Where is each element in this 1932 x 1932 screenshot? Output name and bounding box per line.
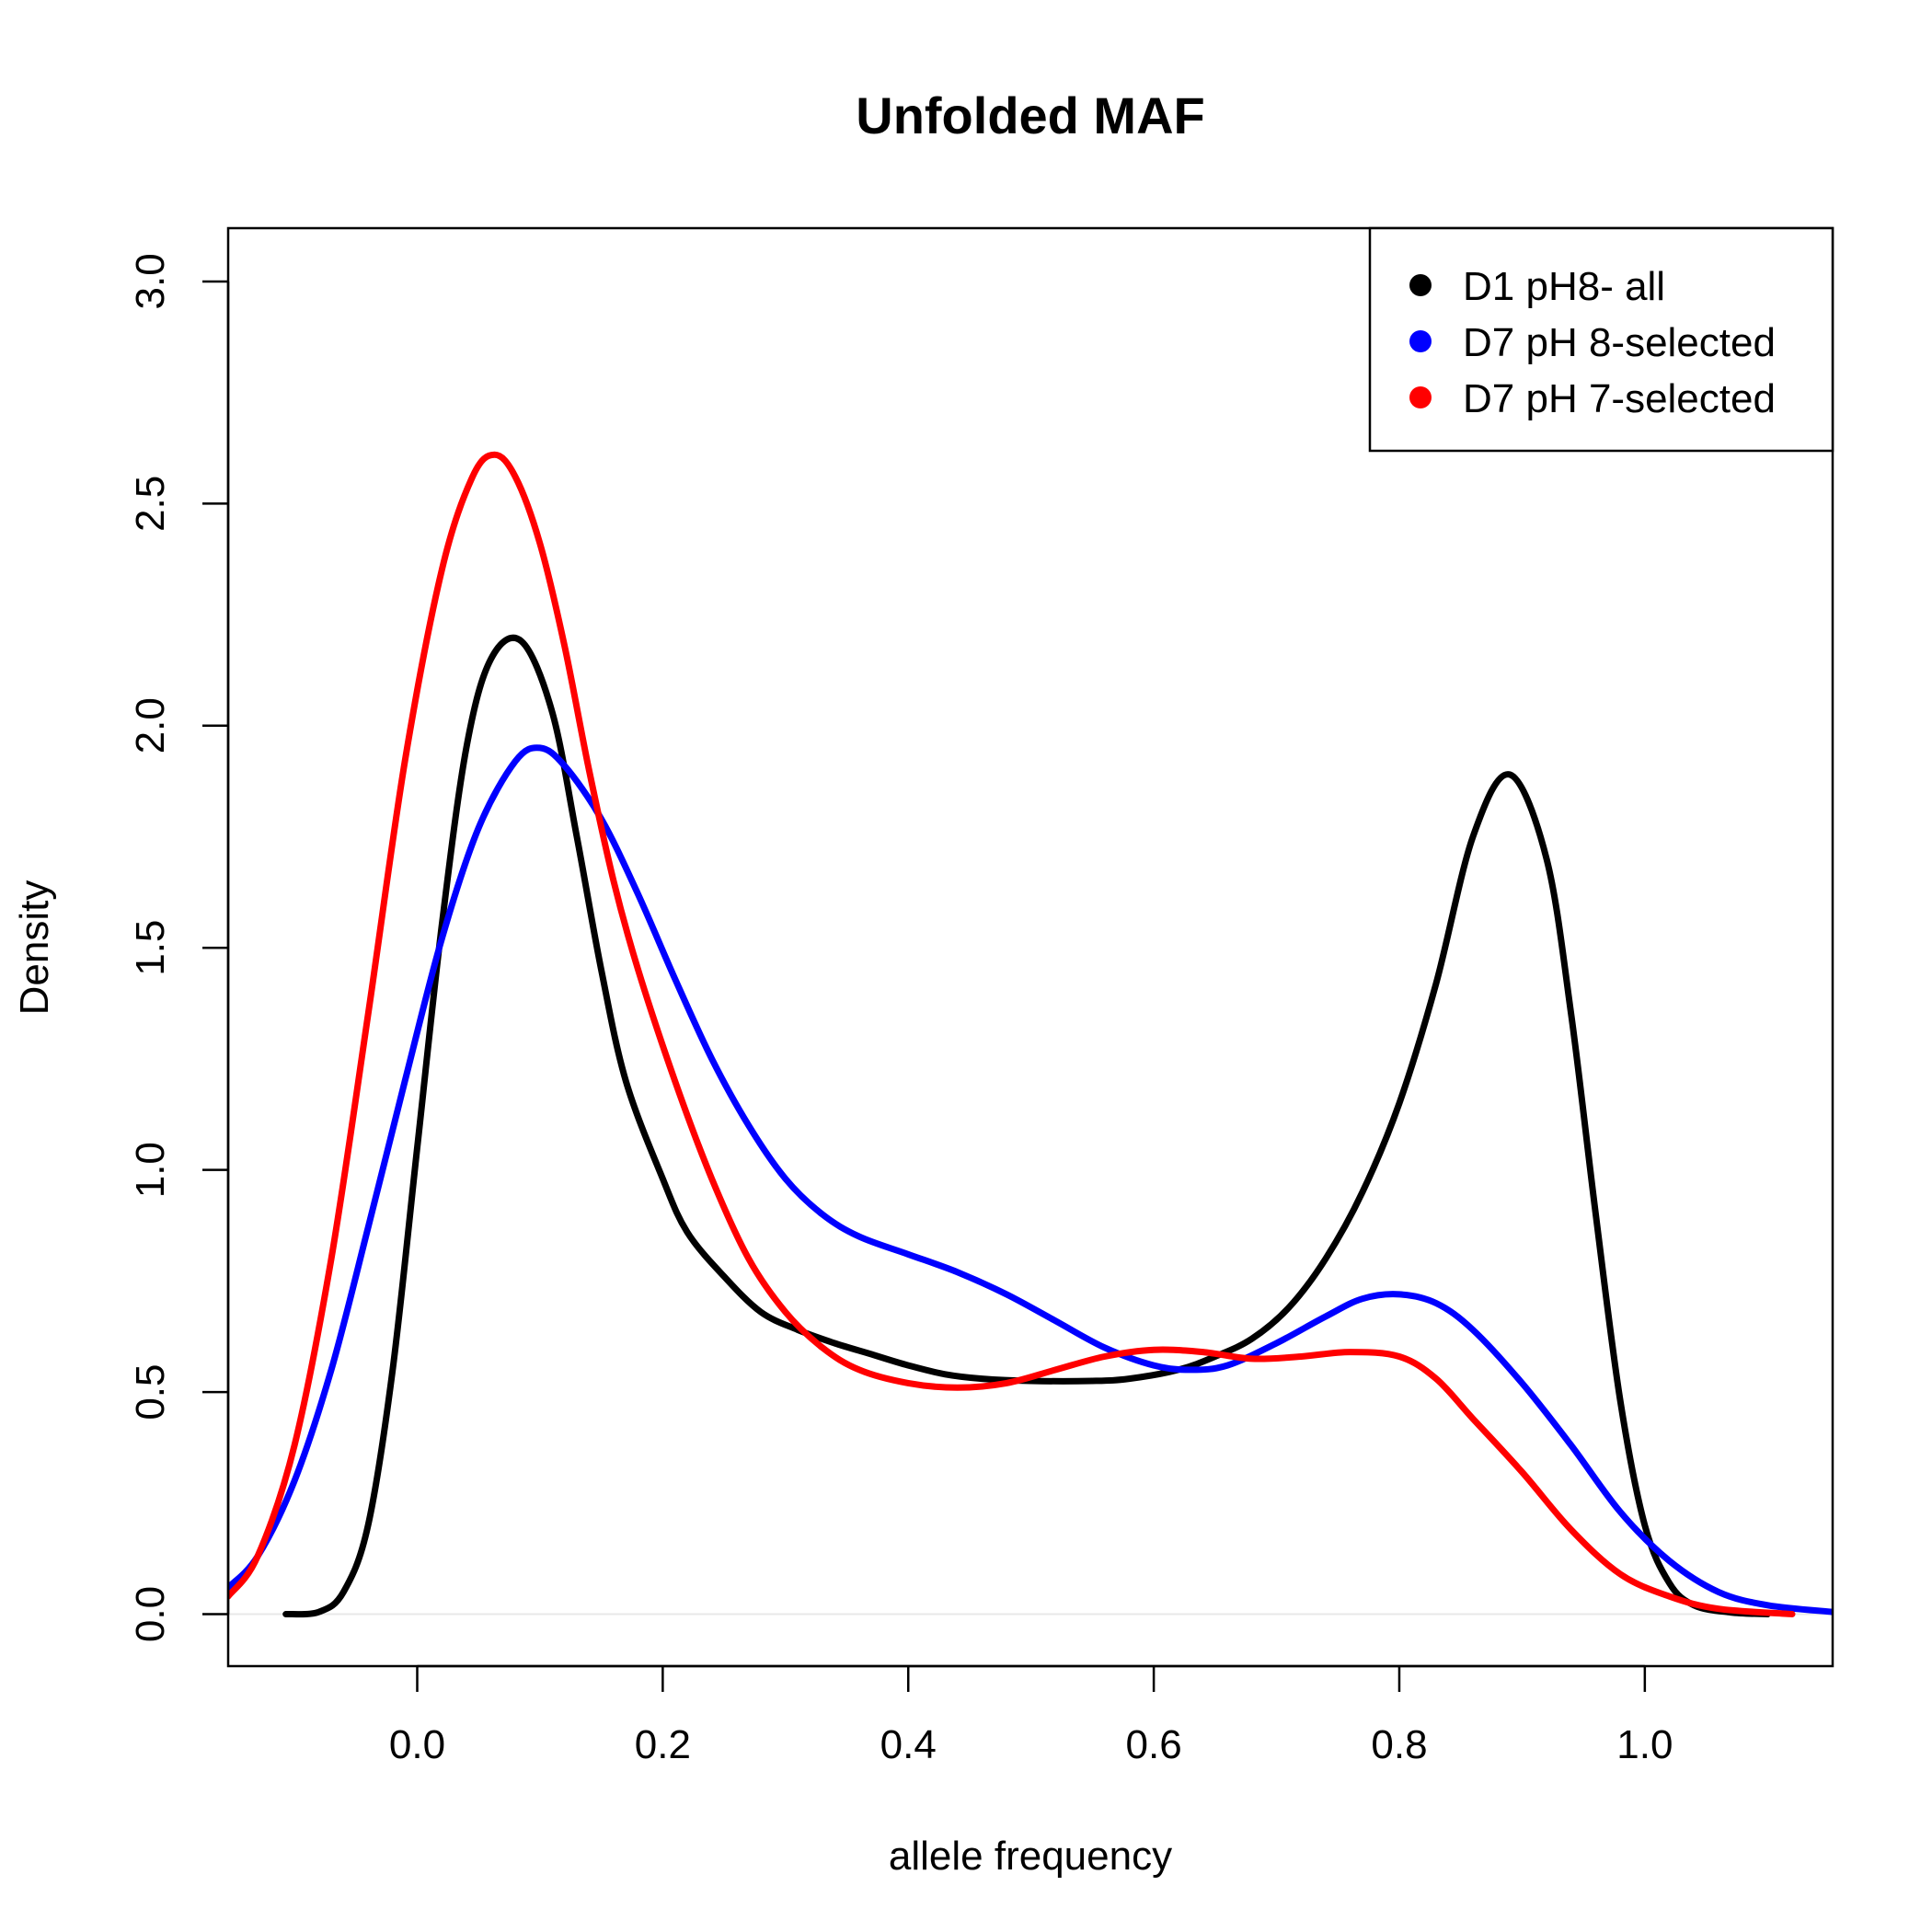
legend-marker-2 bbox=[1409, 330, 1432, 352]
x-axis: 0.0 0.2 0.4 0.6 0.8 1.0 bbox=[389, 1664, 1673, 1767]
x-tick-label: 0.0 bbox=[389, 1722, 445, 1767]
series-line-1 bbox=[282, 634, 1771, 1618]
legend-box bbox=[1368, 226, 1834, 453]
legend-marker-3 bbox=[1409, 386, 1432, 408]
series-line-3 bbox=[228, 451, 1796, 1617]
y-tick-label: 1.0 bbox=[128, 1142, 173, 1198]
x-tick-label: 0.6 bbox=[1126, 1722, 1182, 1767]
legend-label-2: D7 pH 8-selected bbox=[1463, 320, 1776, 365]
x-axis-label: allele frequency bbox=[889, 1834, 1172, 1879]
y-tick-label: 3.0 bbox=[128, 253, 173, 309]
y-tick-label: 0.0 bbox=[128, 1586, 173, 1642]
y-axis-label: Density bbox=[12, 880, 57, 1016]
series-layer bbox=[228, 451, 1833, 1618]
y-tick-label: 2.5 bbox=[128, 476, 173, 532]
chart-title: Unfolded MAF bbox=[856, 86, 1204, 144]
y-axis: 0.0 0.5 1.0 1.5 2.0 2.5 3.0 bbox=[128, 253, 230, 1642]
x-tick-label: 0.4 bbox=[880, 1722, 937, 1767]
y-tick-label: 0.5 bbox=[128, 1364, 173, 1420]
x-tick-label: 0.8 bbox=[1371, 1722, 1427, 1767]
x-tick-label: 0.2 bbox=[635, 1722, 691, 1767]
legend-marker-1 bbox=[1409, 274, 1432, 296]
legend: D1 pH8- all D7 pH 8-selected D7 pH 7-selec… bbox=[1368, 226, 1834, 453]
x-tick-label: 1.0 bbox=[1616, 1722, 1673, 1767]
y-tick-label: 2.0 bbox=[128, 697, 173, 753]
legend-label-3: D7 pH 7-selected bbox=[1463, 376, 1776, 421]
legend-label-1: D1 pH8- all bbox=[1463, 264, 1665, 309]
y-tick-label: 1.5 bbox=[128, 920, 173, 976]
series-line-2 bbox=[228, 744, 1833, 1616]
